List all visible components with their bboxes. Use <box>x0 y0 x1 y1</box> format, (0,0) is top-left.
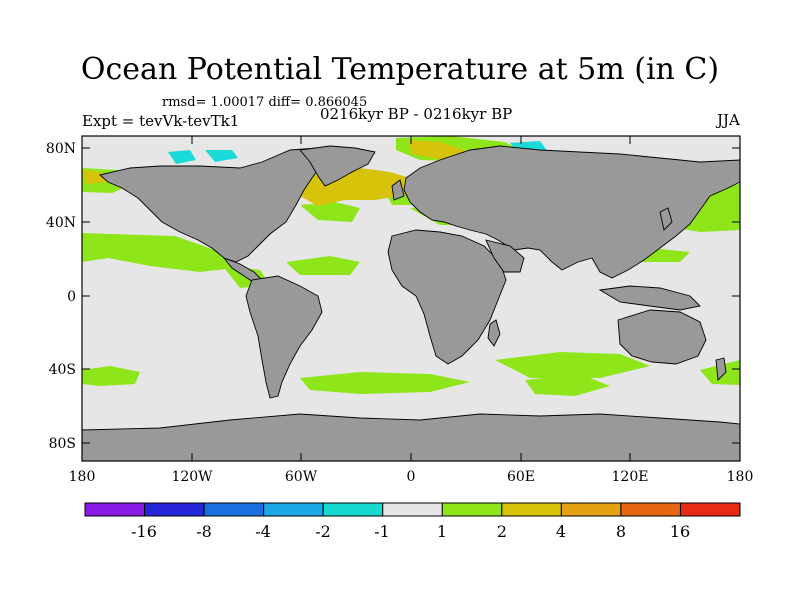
land-madagascar <box>487 319 501 347</box>
land-north-america <box>99 147 333 263</box>
land-australia <box>617 309 707 365</box>
colorbar-box <box>620 502 681 517</box>
colorbar-label: -2 <box>315 522 331 541</box>
lon-label: 60E <box>507 469 535 485</box>
lat-label: 80S <box>49 436 76 452</box>
colorbar-label: 2 <box>497 522 507 541</box>
land-masses <box>81 145 741 462</box>
lat-label: 40N <box>46 215 76 231</box>
colorbar-label: -1 <box>374 522 390 541</box>
lon-axis: 180 120W 60W 0 60E 120E 180 <box>69 469 754 485</box>
lon-label: 60W <box>285 469 318 485</box>
colorbar-label: 4 <box>556 522 566 541</box>
land-japan <box>659 207 673 231</box>
colorbar-box <box>441 502 503 517</box>
lat-label: 80N <box>46 141 76 157</box>
colorbar-label: -8 <box>196 522 212 541</box>
map-panel: 80N 40N 0 40S 80S 180 120W 60W 0 60E 120… <box>46 135 754 485</box>
colorbar-label: 1 <box>437 522 447 541</box>
land-africa <box>387 229 507 365</box>
colorbar-label: 8 <box>616 522 626 541</box>
map-ticks <box>82 136 740 461</box>
plot-title: Ocean Potential Temperature at 5m (in C) <box>80 52 720 87</box>
colorbar: -16 -8 -4 -2 -1 1 2 4 8 16 <box>84 502 741 541</box>
lon-label: 0 <box>407 469 416 485</box>
lat-label: 0 <box>67 289 76 305</box>
colorbar-box <box>203 502 265 517</box>
colorbar-box <box>382 502 443 517</box>
colorbar-label: -4 <box>255 522 271 541</box>
colorbar-box <box>144 502 205 517</box>
colorbar-label: 16 <box>670 522 690 541</box>
land-south-america <box>245 275 323 399</box>
colorbar-box <box>322 502 384 517</box>
land-eurasia <box>403 145 741 279</box>
colorbar-box <box>560 502 622 517</box>
colorbar-label: -16 <box>131 522 157 541</box>
land-arabia <box>485 239 525 273</box>
lat-axis: 80N 40N 0 40S 80S <box>46 141 76 452</box>
colorbar-labels: -16 -8 -4 -2 -1 1 2 4 8 16 <box>131 522 690 541</box>
lon-label: 120W <box>171 469 213 485</box>
stats-line: rmsd= 1.00017 diff= 0.866045 <box>162 95 368 110</box>
colorbar-box <box>84 502 146 517</box>
experiment-label: Expt = tevVk-tevTk1 <box>82 112 240 130</box>
lat-label: 40S <box>49 362 76 378</box>
period-label: 0216kyr BP - 0216kyr BP <box>320 105 513 123</box>
colorbar-box <box>501 502 562 517</box>
land-greenland <box>299 145 376 187</box>
season-label: JJA <box>717 111 740 129</box>
land-southeast-asia <box>598 285 701 311</box>
lon-label: 180 <box>727 469 754 485</box>
land-uk <box>391 179 405 201</box>
colorbar-box <box>679 502 741 517</box>
land-new-zealand <box>715 357 727 381</box>
colorbar-box <box>263 502 324 517</box>
lon-label: 120E <box>612 469 649 485</box>
lon-label: 180 <box>69 469 96 485</box>
